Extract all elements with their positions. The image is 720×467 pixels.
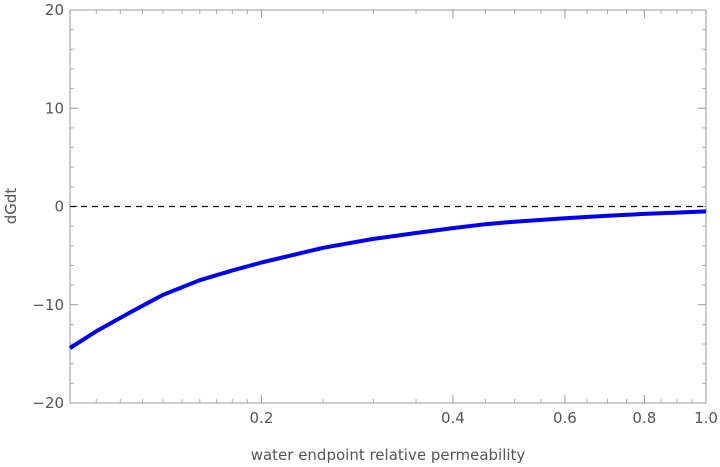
y-tick-label: 0: [54, 198, 64, 216]
x-tick-label: 1.0: [694, 409, 718, 427]
ticks: [70, 9, 707, 404]
x-tick-label: 0.2: [250, 409, 274, 427]
y-tick-label: 10: [45, 99, 64, 117]
y-axis-label: dGdt: [2, 188, 20, 225]
y-tick-label: −20: [32, 394, 64, 412]
x-axis-label: water endpoint relative permeability: [251, 446, 526, 464]
x-tick-label: 0.8: [632, 409, 656, 427]
x-tick-label: 0.4: [441, 409, 465, 427]
tick-labels: −20 −10 0 10 20 0.2 0.4 0.6 0.8 1.0: [32, 1, 718, 427]
y-tick-label: 20: [45, 1, 64, 19]
x-tick-label: 0.6: [553, 409, 577, 427]
y-tick-label: −10: [32, 296, 64, 314]
series-line: [68, 209, 707, 350]
